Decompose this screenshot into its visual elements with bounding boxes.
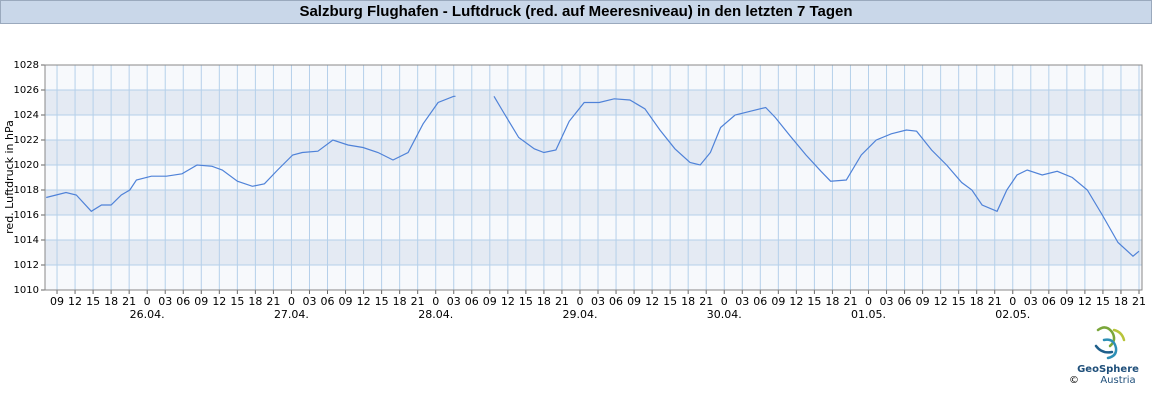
date-label: 02.05. bbox=[995, 308, 1030, 321]
x-tick-label: 09 bbox=[483, 295, 497, 308]
x-tick-label: 09 bbox=[627, 295, 641, 308]
x-tick-label: 12 bbox=[934, 295, 948, 308]
x-tick-label: 09 bbox=[339, 295, 353, 308]
x-tick-label: 03 bbox=[302, 295, 316, 308]
x-tick-label: 06 bbox=[321, 295, 335, 308]
copyright: © bbox=[1069, 375, 1079, 386]
x-tick-label: 06 bbox=[898, 295, 912, 308]
x-tick-label: 15 bbox=[1096, 295, 1110, 308]
y-tick-label: 1012 bbox=[14, 260, 39, 271]
y-axis-label: red. Luftdruck in hPa bbox=[3, 120, 16, 234]
date-label: 26.04. bbox=[130, 308, 165, 321]
y-tick-label: 1022 bbox=[14, 135, 39, 146]
x-tick-label: 12 bbox=[357, 295, 371, 308]
x-tick-label: 18 bbox=[248, 295, 262, 308]
x-tick-label: 0 bbox=[721, 295, 728, 308]
x-tick-label: 09 bbox=[50, 295, 64, 308]
x-tick-label: 12 bbox=[1078, 295, 1092, 308]
x-tick-label: 06 bbox=[465, 295, 479, 308]
y-tick-label: 1010 bbox=[14, 285, 39, 296]
x-tick-label: 18 bbox=[681, 295, 695, 308]
band bbox=[45, 190, 1142, 215]
x-tick-label: 12 bbox=[212, 295, 226, 308]
x-tick-label: 18 bbox=[1114, 295, 1128, 308]
logo-name: GeoSphere bbox=[1077, 364, 1139, 375]
pressure-line bbox=[46, 95, 1140, 257]
y-tick-label: 1014 bbox=[14, 235, 39, 246]
x-tick-label: 0 bbox=[432, 295, 439, 308]
logo-icon bbox=[1094, 326, 1126, 360]
x-tick-label: 21 bbox=[843, 295, 857, 308]
x-tick-label: 09 bbox=[916, 295, 930, 308]
x-tick-label: 12 bbox=[789, 295, 803, 308]
x-tick-label: 09 bbox=[1060, 295, 1074, 308]
x-tick-label: 15 bbox=[952, 295, 966, 308]
x-tick-label: 18 bbox=[970, 295, 984, 308]
x-tick-label: 03 bbox=[1024, 295, 1038, 308]
y-tick-label: 1020 bbox=[14, 160, 39, 171]
x-tick-label: 21 bbox=[122, 295, 136, 308]
x-tick-label: 03 bbox=[735, 295, 749, 308]
x-tick-label: 21 bbox=[266, 295, 280, 308]
date-label: 28.04. bbox=[418, 308, 453, 321]
y-tick-label: 1028 bbox=[14, 60, 39, 71]
x-tick-label: 0 bbox=[1009, 295, 1016, 308]
x-tick-label: 03 bbox=[447, 295, 461, 308]
x-tick-label: 18 bbox=[537, 295, 551, 308]
x-tick-label: 0 bbox=[865, 295, 872, 308]
x-tick-label: 03 bbox=[158, 295, 172, 308]
date-label: 01.05. bbox=[851, 308, 886, 321]
x-tick-label: 03 bbox=[591, 295, 605, 308]
date-label: 27.04. bbox=[274, 308, 309, 321]
x-tick-label: 21 bbox=[988, 295, 1002, 308]
x-tick-label: 12 bbox=[68, 295, 82, 308]
x-tick-label: 06 bbox=[1042, 295, 1056, 308]
y-tick-label: 1018 bbox=[14, 185, 39, 196]
chart-title: Salzburg Flughafen - Luftdruck (red. auf… bbox=[0, 0, 1152, 24]
x-tick-label: 18 bbox=[825, 295, 839, 308]
x-tick-label: 09 bbox=[771, 295, 785, 308]
x-tick-label: 15 bbox=[519, 295, 533, 308]
x-tick-label: 15 bbox=[807, 295, 821, 308]
x-tick-label: 12 bbox=[645, 295, 659, 308]
x-tick-label: 21 bbox=[411, 295, 425, 308]
x-tick-label: 06 bbox=[176, 295, 190, 308]
x-tick-label: 12 bbox=[501, 295, 515, 308]
x-tick-label: 21 bbox=[699, 295, 713, 308]
x-tick-label: 18 bbox=[393, 295, 407, 308]
y-tick-label: 1026 bbox=[14, 85, 39, 96]
x-tick-label: 15 bbox=[663, 295, 677, 308]
x-tick-label: 21 bbox=[1132, 295, 1146, 308]
x-tick-label: 21 bbox=[555, 295, 569, 308]
x-tick-label: 0 bbox=[576, 295, 583, 308]
y-tick-label: 1024 bbox=[14, 110, 39, 121]
x-tick-label: 18 bbox=[104, 295, 118, 308]
x-tick-label: 0 bbox=[288, 295, 295, 308]
x-tick-label: 06 bbox=[753, 295, 767, 308]
x-tick-label: 15 bbox=[230, 295, 244, 308]
logo-sub: Austria bbox=[1100, 375, 1135, 386]
x-tick-label: 06 bbox=[609, 295, 623, 308]
x-tick-label: 09 bbox=[194, 295, 208, 308]
band bbox=[45, 140, 1142, 165]
x-tick-label: 03 bbox=[880, 295, 894, 308]
date-label: 30.04. bbox=[707, 308, 742, 321]
x-tick-label: 0 bbox=[144, 295, 151, 308]
date-label: 29.04. bbox=[562, 308, 597, 321]
plot-frame bbox=[44, 64, 1143, 291]
x-tick-label: 15 bbox=[86, 295, 100, 308]
y-tick-label: 1016 bbox=[14, 210, 39, 221]
band bbox=[45, 240, 1142, 265]
x-tick-label: 15 bbox=[375, 295, 389, 308]
